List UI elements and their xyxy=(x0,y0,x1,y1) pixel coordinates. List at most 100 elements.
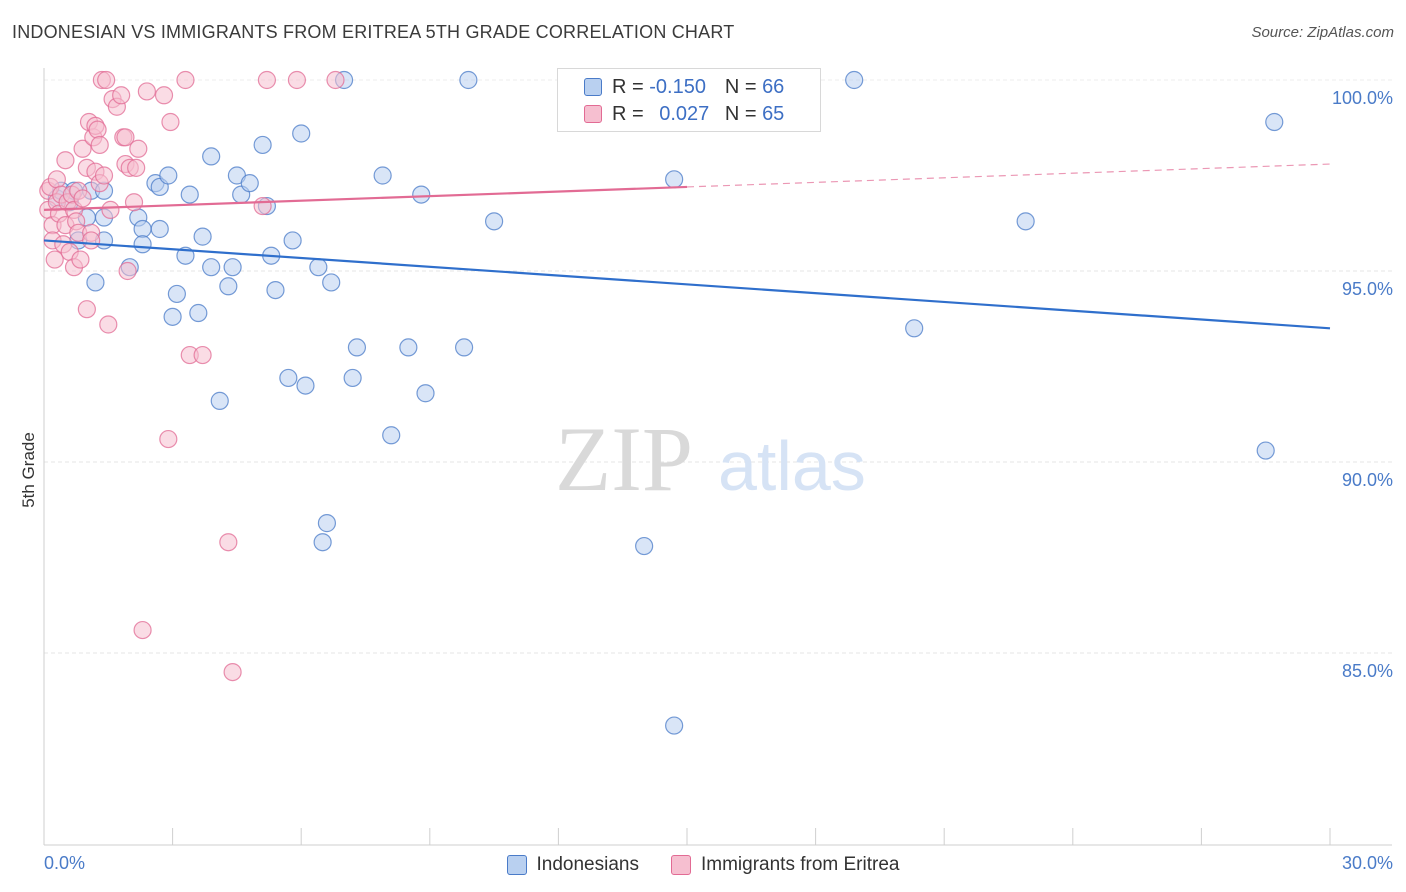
eritrea-point xyxy=(88,120,107,139)
indonesians-point xyxy=(189,303,208,323)
indonesians-point xyxy=(296,376,315,395)
indonesians-point xyxy=(382,426,401,445)
eritrea-point xyxy=(94,166,114,185)
legend-item-indonesians[interactable]: Indonesians xyxy=(506,854,639,876)
indonesians-point xyxy=(313,533,332,552)
eritrea-point xyxy=(77,300,96,319)
pink-swatch xyxy=(584,105,602,123)
indonesians-point xyxy=(412,185,431,204)
indonesians-point xyxy=(159,166,178,185)
indonesians-point xyxy=(485,212,504,231)
eritrea-point xyxy=(193,345,212,365)
indonesians-point xyxy=(223,258,242,277)
x-tick-label-min: 0.0% xyxy=(44,853,85,873)
indonesians-point xyxy=(193,227,212,246)
indonesians-point xyxy=(240,174,259,193)
y-tick-label: 85.0% xyxy=(1342,661,1393,681)
indonesians-point xyxy=(86,273,105,292)
stats-row-indonesians: R = -0.150 N = 66 xyxy=(584,75,784,99)
indonesians-point xyxy=(1265,112,1284,132)
eritrea-point xyxy=(176,70,195,90)
chart-title: INDONESIAN VS IMMIGRANTS FROM ERITREA 5T… xyxy=(12,22,735,42)
eritrea-point xyxy=(99,315,118,334)
stats-legend: R = -0.150 N = 66 R = 0.027 N = 65 xyxy=(557,68,821,132)
eritrea-point xyxy=(326,70,345,90)
indonesians-point xyxy=(150,219,169,239)
source-credit: Source: ZipAtlas.com xyxy=(1251,24,1394,41)
eritrea-point xyxy=(137,82,156,101)
indonesians-point xyxy=(373,166,392,185)
eritrea-point xyxy=(90,135,109,155)
blue-swatch xyxy=(584,78,602,96)
y-axis-title: 5th Grade xyxy=(19,432,38,508)
eritrea-point xyxy=(223,662,242,682)
indonesians-point xyxy=(416,384,435,403)
indonesians-point xyxy=(163,307,182,326)
indonesians-point xyxy=(309,258,328,277)
eritrea-point xyxy=(219,533,238,552)
eritrea-point xyxy=(112,86,131,105)
indonesians-point xyxy=(317,514,337,533)
indonesians-point xyxy=(343,368,362,388)
indonesians-point xyxy=(133,235,152,254)
r-label: R = xyxy=(612,75,644,98)
y-tick-labels: 85.0% 90.0% 95.0% 100.0% xyxy=(1332,88,1393,681)
eritrea-point xyxy=(257,70,277,90)
eritrea-point xyxy=(71,250,90,269)
legend-item-eritrea[interactable]: Immigrants from Eritrea xyxy=(670,854,900,876)
eritrea-point xyxy=(97,70,116,90)
indonesians-point xyxy=(665,716,684,735)
indonesians-point xyxy=(845,70,864,90)
n-value: 66 xyxy=(762,75,785,98)
eritrea-point xyxy=(127,158,146,177)
legend-label: Indonesians xyxy=(536,854,639,875)
indonesians-point xyxy=(399,338,418,357)
indonesians-point xyxy=(1016,212,1035,231)
indonesians-point xyxy=(283,231,302,250)
indonesians-point xyxy=(133,219,152,239)
scatter-points xyxy=(39,70,1284,735)
indonesians-trend-line xyxy=(43,239,1331,330)
y-tick-label: 100.0% xyxy=(1332,88,1393,108)
n-label: N = xyxy=(724,75,757,98)
indonesians-point xyxy=(292,124,311,143)
y-tick-label: 95.0% xyxy=(1342,279,1393,299)
indonesians-point xyxy=(279,368,298,388)
stats-row-eritrea: R = 0.027 N = 65 xyxy=(584,102,784,126)
eritrea-point xyxy=(287,70,307,90)
series-legend: Indonesians Immigrants from Eritrea xyxy=(0,852,1406,878)
indonesians-point xyxy=(180,185,199,204)
n-value: 65 xyxy=(762,102,785,125)
eritrea-point xyxy=(45,250,64,269)
eritrea-point xyxy=(129,139,148,158)
x-tick-label-max: 30.0% xyxy=(1342,853,1393,873)
eritrea-point xyxy=(133,620,152,640)
eritrea-point xyxy=(73,189,92,208)
r-value: 0.027 xyxy=(659,102,710,125)
watermark-zip: ZIP xyxy=(555,408,693,510)
gridlines xyxy=(44,79,1392,654)
eritrea-point xyxy=(253,196,272,216)
eritrea-point xyxy=(116,128,135,147)
eritrea-point xyxy=(154,86,174,105)
eritrea-trend-line xyxy=(43,185,688,211)
indonesians-point xyxy=(635,536,654,556)
eritrea-point xyxy=(73,139,92,158)
eritrea-point xyxy=(161,112,180,132)
indonesians-point xyxy=(202,147,221,166)
watermark-atlas: atlas xyxy=(718,427,866,505)
indonesians-point xyxy=(167,284,186,304)
indonesians-point xyxy=(219,277,238,296)
indonesians-point xyxy=(1256,441,1275,460)
eritrea-point xyxy=(124,193,144,212)
trend-lines xyxy=(43,163,1331,330)
eritrea-trend-line-extension xyxy=(686,163,1331,188)
indonesians-point xyxy=(202,258,221,277)
eritrea-point xyxy=(159,429,178,449)
legend-label: Immigrants from Eritrea xyxy=(700,854,900,875)
indonesians-point xyxy=(459,70,478,90)
eritrea-point xyxy=(82,231,101,250)
indonesians-point xyxy=(665,170,684,189)
eritrea-point xyxy=(101,200,120,219)
